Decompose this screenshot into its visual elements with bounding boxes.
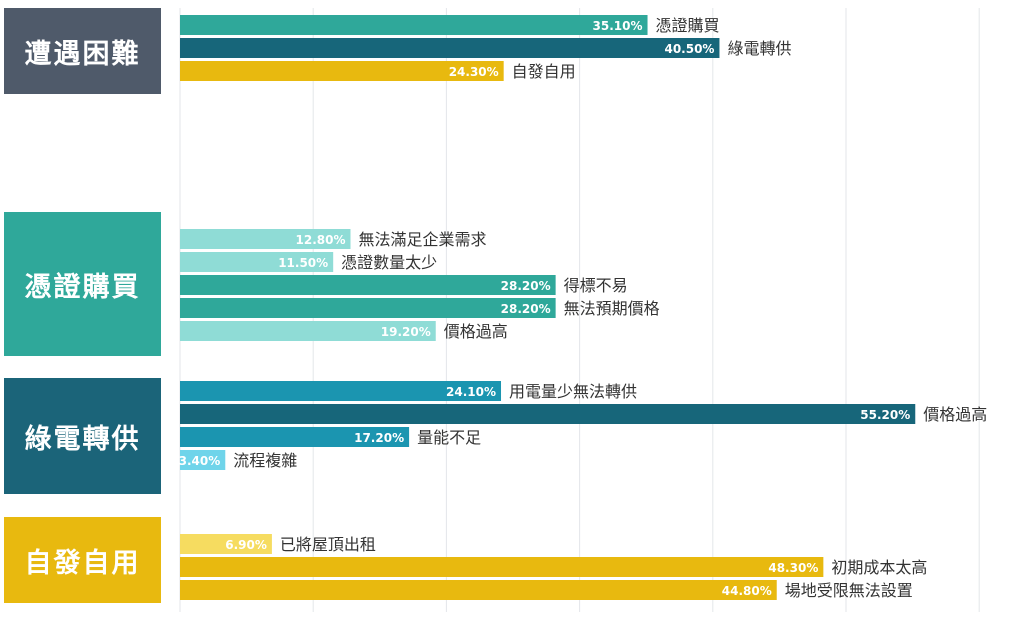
group-label: 遭遇困難: [4, 8, 161, 94]
bar-category-label: 用電量少無法轉供: [509, 382, 637, 401]
bar-value-label: 24.30%: [449, 65, 499, 79]
bar-category-label: 場地受限無法設置: [785, 581, 913, 600]
bar: [180, 557, 824, 577]
bar-value-label: 35.10%: [593, 19, 643, 33]
bar-category-label: 憑證購買: [656, 16, 720, 35]
bar: [180, 15, 648, 35]
bar: [180, 298, 556, 318]
bar-category-label: 無法滿足企業需求: [358, 230, 486, 249]
bar: [180, 427, 410, 447]
bar-value-label: 40.50%: [664, 42, 714, 56]
group-label: 自發自用: [4, 517, 161, 603]
bar: [180, 321, 436, 341]
bar-value-label: 17.20%: [354, 431, 404, 445]
bar-category-label: 自發自用: [512, 62, 576, 81]
bar-category-label: 得標不易: [564, 276, 628, 295]
bar: [180, 534, 272, 554]
bar-category-label: 無法預期價格: [564, 299, 660, 318]
bar: [180, 38, 720, 58]
bar: [180, 450, 226, 470]
bar: [180, 580, 777, 600]
bar-category-label: 價格過高: [444, 322, 508, 341]
bar-value-label: 48.30%: [768, 561, 818, 575]
bar-value-label: 44.80%: [722, 584, 772, 598]
bar-category-label: 綠電轉供: [727, 39, 791, 58]
bar-value-label: 24.10%: [446, 385, 496, 399]
group-label: 綠電轉供: [4, 378, 161, 494]
bar-category-label: 價格過高: [923, 405, 987, 424]
bar-value-label: 55.20%: [860, 408, 910, 422]
bar-category-label: 已將屋頂出租: [280, 535, 376, 554]
bar-category-label: 憑證數量太少: [341, 253, 437, 272]
bar-value-label: 11.50%: [278, 256, 328, 270]
bar-value-label: 6.90%: [225, 538, 267, 552]
bar-value-label: 19.20%: [381, 325, 431, 339]
bar-category-label: 初期成本太高: [831, 558, 927, 577]
bar-category-label: 量能不足: [417, 428, 481, 447]
bar: [180, 275, 556, 295]
bar-value-label: 28.20%: [501, 279, 551, 293]
bar: [180, 252, 334, 272]
bar: [180, 61, 504, 81]
bar-category-label: 流程複雜: [233, 451, 297, 470]
bar: [180, 404, 916, 424]
bar: [180, 381, 502, 401]
bar-value-label: 12.80%: [296, 233, 346, 247]
bar-value-label: 28.20%: [501, 302, 551, 316]
group-label: 憑證購買: [4, 212, 161, 356]
bar-value-label: 3.40%: [179, 454, 221, 468]
bar: [180, 229, 351, 249]
